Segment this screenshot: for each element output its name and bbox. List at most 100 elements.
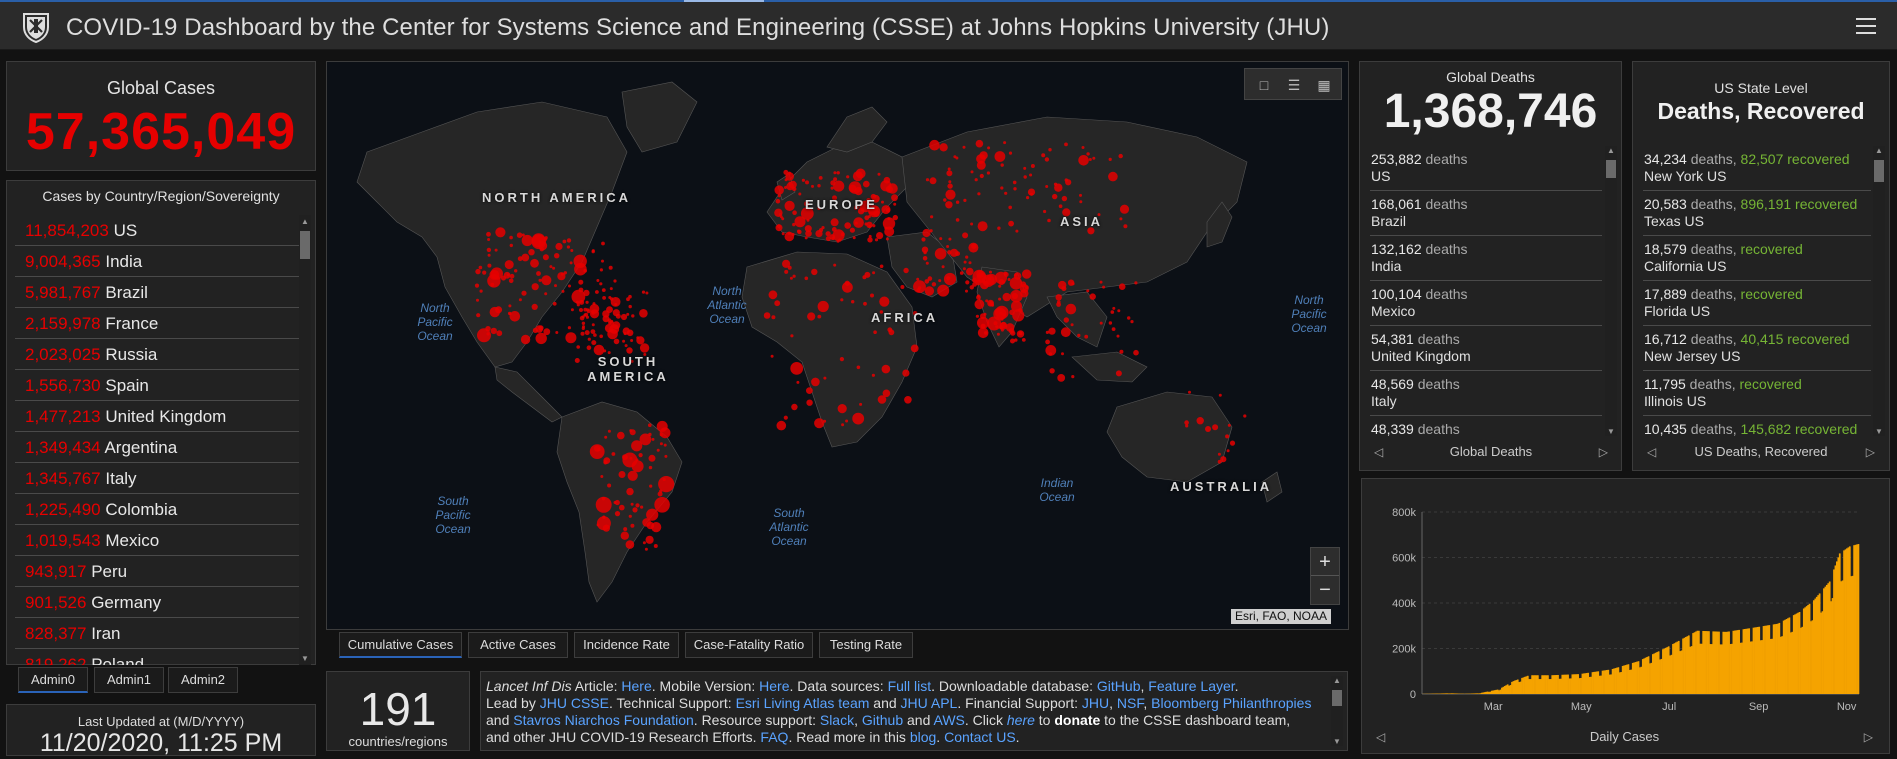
case-bubble[interactable] <box>946 245 950 248</box>
case-bubble[interactable] <box>521 234 533 247</box>
case-bubble[interactable] <box>554 253 560 259</box>
case-bubble[interactable] <box>965 255 969 259</box>
country-row[interactable]: 1,345,767 Italy <box>15 463 305 494</box>
contact-us-link[interactable]: Contact US <box>944 729 1016 745</box>
case-bubble[interactable] <box>1087 227 1095 235</box>
case-bubble[interactable] <box>1130 320 1134 324</box>
case-bubble[interactable] <box>640 505 644 509</box>
case-bubble[interactable] <box>779 215 783 219</box>
case-bubble[interactable] <box>817 206 821 211</box>
case-bubble[interactable] <box>825 236 831 242</box>
state-row[interactable]: 10,435 deaths, 145,682 recovered <box>1643 416 1871 439</box>
case-bubble[interactable] <box>617 431 625 440</box>
country-row[interactable]: 2,159,978 France <box>15 308 305 339</box>
case-bubble[interactable] <box>931 282 937 287</box>
case-bubble[interactable] <box>607 483 612 488</box>
case-bubble[interactable] <box>1013 187 1017 191</box>
case-bubble[interactable] <box>877 395 887 404</box>
case-bubble[interactable] <box>589 309 600 319</box>
case-bubble[interactable] <box>805 180 809 185</box>
case-bubble[interactable] <box>921 237 926 242</box>
case-bubble[interactable] <box>846 175 850 179</box>
case-bubble[interactable] <box>530 258 539 268</box>
case-bubble[interactable] <box>830 218 839 227</box>
case-bubble[interactable] <box>1055 294 1062 301</box>
legend-list-icon[interactable]: ☰ <box>1287 77 1301 93</box>
case-bubble[interactable] <box>791 403 798 411</box>
case-bubble[interactable] <box>794 216 806 228</box>
case-bubble[interactable] <box>514 269 518 273</box>
case-bubble[interactable] <box>1108 157 1112 161</box>
case-bubble[interactable] <box>1008 220 1014 227</box>
case-bubble[interactable] <box>987 146 991 150</box>
case-bubble[interactable] <box>947 183 953 189</box>
case-bubble[interactable] <box>578 287 584 293</box>
mobile-version-link[interactable]: Here <box>759 678 790 694</box>
case-bubble[interactable] <box>976 272 987 283</box>
case-bubble[interactable] <box>968 261 972 265</box>
case-bubble[interactable] <box>507 311 512 316</box>
case-bubble[interactable] <box>629 456 633 460</box>
case-bubble[interactable] <box>832 229 845 242</box>
case-bubble[interactable] <box>866 198 871 203</box>
info-scrollbar[interactable]: ▲ ▼ <box>1331 676 1343 746</box>
case-bubble[interactable] <box>946 170 953 177</box>
case-bubble[interactable] <box>531 233 546 248</box>
case-bubble[interactable] <box>1004 191 1008 195</box>
case-bubble[interactable] <box>541 275 552 286</box>
case-bubble[interactable] <box>1188 390 1191 394</box>
case-bubble[interactable] <box>586 345 592 351</box>
case-bubble[interactable] <box>626 487 634 496</box>
case-bubble[interactable] <box>600 475 604 478</box>
case-bubble[interactable] <box>852 412 865 425</box>
case-bubble[interactable] <box>509 243 513 248</box>
case-bubble[interactable] <box>868 224 872 228</box>
case-bubble[interactable] <box>1025 285 1029 290</box>
case-bubble[interactable] <box>583 307 588 312</box>
case-bubble[interactable] <box>648 454 656 462</box>
case-bubble[interactable] <box>585 300 589 304</box>
case-bubble[interactable] <box>986 171 991 175</box>
case-bubble[interactable] <box>563 271 567 275</box>
case-bubble[interactable] <box>790 362 804 375</box>
case-bubble[interactable] <box>1048 148 1052 152</box>
case-bubble[interactable] <box>998 284 1002 288</box>
tab-testing-rate[interactable]: Testing Rate <box>819 632 913 658</box>
case-bubble[interactable] <box>1057 300 1061 304</box>
case-bubble[interactable] <box>595 496 612 513</box>
country-row[interactable]: 11,854,203 US <box>15 215 305 246</box>
case-bubble[interactable] <box>1057 374 1066 382</box>
case-bubble[interactable] <box>1115 370 1122 377</box>
case-bubble[interactable] <box>977 221 988 232</box>
case-bubble[interactable] <box>902 369 910 377</box>
case-bubble[interactable] <box>658 476 675 493</box>
case-bubble[interactable] <box>880 180 892 192</box>
case-bubble[interactable] <box>853 217 864 228</box>
case-bubble[interactable] <box>631 314 635 318</box>
case-bubble[interactable] <box>606 306 613 313</box>
case-bubble[interactable] <box>1008 205 1012 210</box>
case-bubble[interactable] <box>963 198 967 202</box>
case-bubble[interactable] <box>965 289 968 293</box>
case-bubble[interactable] <box>487 253 491 257</box>
case-bubble[interactable] <box>1229 440 1236 446</box>
case-bubble[interactable] <box>969 285 974 290</box>
case-bubble[interactable] <box>478 265 483 270</box>
case-bubble[interactable] <box>593 344 605 356</box>
state-row[interactable]: 34,234 deaths, 82,507 recovered New York … <box>1643 146 1871 191</box>
case-bubble[interactable] <box>628 304 632 309</box>
case-bubble[interactable] <box>1064 178 1068 182</box>
case-bubble[interactable] <box>645 291 649 295</box>
case-bubble[interactable] <box>792 222 796 227</box>
case-bubble[interactable] <box>917 286 922 290</box>
github-db-link[interactable]: GitHub <box>1096 678 1141 694</box>
case-bubble[interactable] <box>968 242 979 253</box>
case-bubble[interactable] <box>811 377 820 387</box>
case-bubble[interactable] <box>1111 327 1116 331</box>
case-bubble[interactable] <box>770 354 774 358</box>
case-bubble[interactable] <box>974 299 985 310</box>
case-bubble[interactable] <box>626 347 633 354</box>
case-bubble[interactable] <box>974 178 978 182</box>
case-bubble[interactable] <box>818 176 823 180</box>
case-bubble[interactable] <box>1016 330 1025 338</box>
